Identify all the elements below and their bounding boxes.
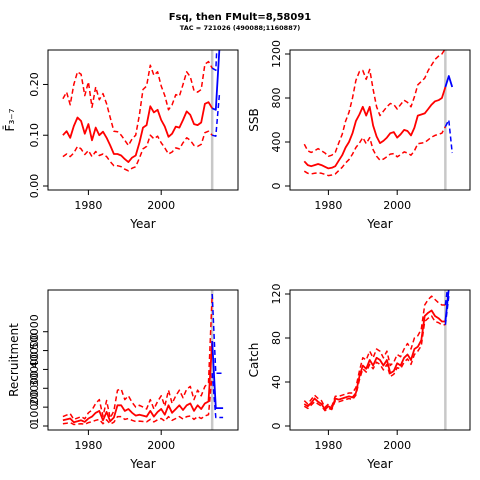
catch-series-lower [303, 315, 446, 412]
fbar-plot-frame [47, 49, 239, 191]
figure-title: Fsq, then FMult=8,58091 [169, 12, 312, 23]
recruitment-y-tick-label: 0 [28, 423, 41, 430]
recruitment-forecast-lower [211, 373, 224, 419]
catch-y-tick-label: 0 [270, 423, 283, 430]
catch-series-estimate [303, 309, 446, 411]
ssb-plot-frame [289, 49, 471, 191]
ssb-series-upper [303, 50, 446, 158]
fbar-x-tick-label: 2000 [147, 199, 175, 212]
recruitment-forecast-estimate [211, 341, 224, 410]
recruitment-y-axis-title: Recruitment [7, 323, 21, 397]
ssb-panel: 1980 2000 0 400 800 1200 Year SSB [247, 38, 471, 231]
ssb-x-tick-label: 2000 [383, 199, 411, 212]
recruitment-x-axis-title: Year [129, 457, 155, 471]
figure-subtitle: TAC = 721026 (490088;1160887) [180, 24, 300, 32]
fbar-series-upper [62, 60, 213, 147]
catch-plot-frame [289, 289, 471, 431]
fbar-series-lower [62, 130, 213, 172]
recruitment-plot-area [62, 290, 224, 430]
catch-y-tick-label: 40 [270, 375, 283, 389]
recruitment-y-tick-label: 40000 [28, 333, 41, 368]
ssb-forecast-estimate [444, 75, 454, 88]
ssb-series-lower [303, 126, 447, 177]
recruitment-series-estimate [62, 341, 214, 424]
fbar-x-tick-label: 1980 [74, 199, 102, 212]
recruitment-x-tick-label: 2000 [147, 439, 175, 452]
ssb-x-axis-title: Year [366, 217, 392, 231]
ssb-y-tick-label: 1200 [270, 40, 283, 68]
catch-series-upper [303, 295, 446, 409]
catch-panel: 1980 2000 0 40 80 120 Year Catch [247, 284, 471, 471]
ssb-forecast-upper [445, 38, 452, 49]
recruitment-x-tick-label: 1980 [74, 439, 102, 452]
recruitment-y-tick-label: 20000 [28, 371, 41, 406]
catch-y-tick-label: 120 [270, 284, 283, 305]
fbar-y-tick-label: 0.10 [28, 123, 41, 148]
ssb-y-tick-label: 0 [270, 183, 283, 190]
ssb-y-tick-label: 800 [270, 88, 283, 109]
ssb-forecast-lower [444, 119, 453, 154]
ssb-series-estimate [303, 86, 447, 170]
catch-forecast-estimate [444, 290, 450, 322]
fbar-forecast-lower [211, 94, 221, 137]
fbar-series-estimate [62, 101, 213, 164]
catch-y-axis-title: Catch [247, 343, 261, 378]
catch-x-axis-title: Year [366, 457, 392, 471]
catch-forecast-upper [444, 290, 449, 306]
ssb-y-axis-title: SSB [247, 108, 261, 131]
recruitment-plot-frame [47, 289, 239, 431]
catch-x-tick-label: 1980 [314, 439, 342, 452]
fbar-plot-area [62, 50, 221, 190]
recruitment-y-tick-label: 10000 [28, 390, 41, 425]
ssb-x-tick-label: 1980 [314, 199, 342, 212]
recruitment-y-tick-label: 30000 [28, 352, 41, 387]
ssb-y-tick-label: 400 [270, 132, 283, 153]
fbar-y-axis-title: F̄₃₋₇ [3, 108, 17, 131]
ssb-plot-area [303, 38, 454, 190]
fbar-forecast-estimate [211, 50, 221, 111]
recruitment-series-lower [62, 373, 213, 426]
recruitment-panel: 1980 200001000020000300004000050000YearRe… [7, 289, 239, 471]
fbar-panel: 1980 2000 0.00 0.10 0.20 Year F̄₃₋₇ [3, 49, 239, 231]
catch-x-tick-label: 2000 [383, 439, 411, 452]
catch-plot-area [303, 290, 450, 430]
fbar-forecast-upper [211, 50, 218, 71]
recruitment-forecast-upper [211, 293, 224, 374]
fbar-y-tick-label: 0.20 [28, 72, 41, 97]
recruitment-series-upper [62, 293, 213, 421]
catch-y-tick-label: 80 [270, 331, 283, 345]
recruitment-y-tick-label: 50000 [28, 314, 41, 349]
fbar-x-axis-title: Year [129, 217, 155, 231]
fbar-y-tick-label: 0.00 [28, 174, 41, 199]
